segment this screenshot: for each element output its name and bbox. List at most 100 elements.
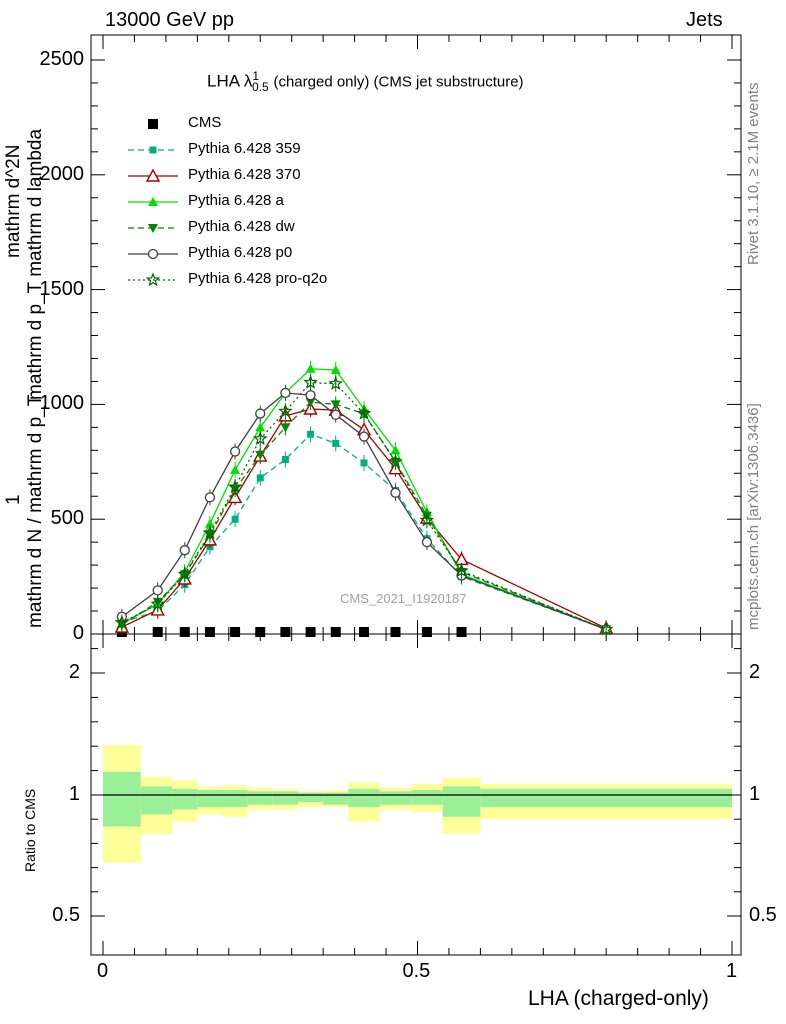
series-point-CMS xyxy=(255,627,266,637)
series-point-pq2o xyxy=(150,596,165,611)
series-CMS xyxy=(116,627,467,637)
series-point-pp0 xyxy=(229,446,241,457)
xtick-label: 0.5 xyxy=(402,960,431,982)
ratio-band-inner xyxy=(103,771,141,827)
ratio-ytick-label: 0.5 xyxy=(52,904,80,926)
header-left: 13000 GeV pp xyxy=(105,9,234,31)
ratio-band-inner xyxy=(140,786,173,815)
series-point-CMS xyxy=(359,627,370,637)
ratio-band-inner xyxy=(172,788,198,810)
series-point-pp0 xyxy=(358,431,370,442)
series-pq2o xyxy=(114,374,614,638)
series-point-pdw xyxy=(330,400,341,410)
legend-label-pdw: Pythia 6.428 dw xyxy=(188,218,295,235)
legend-marker-p370 xyxy=(145,168,161,182)
ylabel-numerator: 1 xyxy=(3,494,24,505)
ratio-ytick-label-right: 2 xyxy=(749,661,761,683)
series-point-pq2o xyxy=(356,405,372,420)
series-point-pq2o xyxy=(114,614,130,629)
series-point-CMS xyxy=(305,627,316,637)
series-point-p359 xyxy=(281,456,289,464)
ratio-ytick-label: 1 xyxy=(68,783,80,805)
series-point-pa xyxy=(390,445,401,455)
series-point-pq2o xyxy=(202,525,218,540)
ratio-band-inner xyxy=(272,791,298,805)
xtick-label: 1 xyxy=(726,960,738,982)
series-point-pq2o xyxy=(177,566,193,581)
series-point-pa xyxy=(204,518,215,528)
ratio-band-inner xyxy=(411,790,443,805)
main-ytick-label: 1500 xyxy=(39,277,85,300)
mcplots-label: mcplots.cern.ch [arXiv:1306.3436] xyxy=(745,403,762,630)
legend-marker-pq2o xyxy=(145,272,161,287)
series-point-p359 xyxy=(360,459,368,467)
legend-marker-p359 xyxy=(149,146,157,154)
xtick-label: 0 xyxy=(97,960,109,982)
series-line-p359 xyxy=(121,433,607,631)
legend-label-p370: Pythia 6.428 370 xyxy=(188,166,301,183)
series-line-pq2o xyxy=(121,381,607,631)
series-point-pp0 xyxy=(280,387,291,399)
series-point-pq2o xyxy=(598,621,614,636)
ratio-band-inner xyxy=(197,790,223,808)
series-point-pp0 xyxy=(330,409,341,420)
ratio-band-inner xyxy=(379,791,412,805)
series-point-pq2o xyxy=(388,454,403,469)
series-point-pq2o xyxy=(328,376,343,390)
series-line-pp0 xyxy=(121,392,607,631)
series-point-pp0 xyxy=(152,585,163,596)
series-point-pp0 xyxy=(305,390,316,401)
legend-label-pp0: Pythia 6.428 p0 xyxy=(188,244,293,261)
title-sup: 1 xyxy=(252,69,260,83)
ratio-ytick-label-right: 1 xyxy=(749,783,761,805)
chart-title: LHA λ10.5 (charged only) (CMS jet substr… xyxy=(207,69,524,94)
series-point-CMS xyxy=(152,627,163,637)
ratio-ytick-label-right: 0.5 xyxy=(749,904,777,926)
legend-marker-pa xyxy=(148,197,158,206)
series-point-pa xyxy=(330,364,341,374)
series-point-pq2o xyxy=(278,403,293,418)
rivet-label: Rivet 3.1.10, ≥ 2.1M events xyxy=(745,82,762,266)
series-point-CMS xyxy=(204,627,215,637)
legend-marker-CMS xyxy=(148,119,158,129)
series-point-pq2o xyxy=(454,563,469,578)
series-point-CMS xyxy=(280,627,291,637)
series-point-pp0 xyxy=(204,492,216,503)
series-point-pp0 xyxy=(179,545,190,556)
watermark: CMS_2021_I1920187 xyxy=(340,591,467,606)
ylabel-right-numerator: mathrm d^2N xyxy=(3,144,24,258)
series-point-pq2o xyxy=(303,374,318,389)
ratio-band-inner xyxy=(348,788,380,808)
series-point-pa xyxy=(230,464,241,474)
ratio-ytick-label: 2 xyxy=(68,661,80,683)
ratio-band-inner xyxy=(480,788,732,808)
ratio-band-inner xyxy=(297,792,324,803)
legend-label-pa: Pythia 6.428 a xyxy=(188,192,284,209)
legend-label-pq2o: Pythia 6.428 pro-q2o xyxy=(188,270,328,287)
main-ytick-label: 0 xyxy=(72,622,84,644)
legend-marker-pp0 xyxy=(147,248,159,260)
series-point-p359 xyxy=(332,439,340,447)
series-point-CMS xyxy=(330,627,341,637)
ratio-band-inner xyxy=(442,786,481,817)
title-rest: (charged only) (CMS jet substructure) xyxy=(273,73,524,91)
xlabel: LHA (charged-only) xyxy=(528,987,709,1010)
legend-marker-pdw xyxy=(148,224,158,233)
series-point-CMS xyxy=(390,627,401,637)
main-ytick-label: 2000 xyxy=(39,162,85,185)
series-point-pq2o xyxy=(252,431,268,446)
series-point-pa xyxy=(305,363,316,373)
main-ytick-label: 2500 xyxy=(39,48,85,70)
series-point-pp0 xyxy=(390,487,401,498)
series-line-pdw xyxy=(121,401,607,631)
ratio-band-inner xyxy=(247,791,273,805)
series-point-pp0 xyxy=(255,408,266,419)
series-point-p359 xyxy=(307,430,315,438)
series-point-pdw xyxy=(280,423,291,433)
series-point-CMS xyxy=(456,627,467,637)
header-right: Jets xyxy=(686,9,723,31)
series-point-CMS xyxy=(179,627,190,637)
main-ytick-label: 500 xyxy=(50,507,84,530)
series-point-CMS xyxy=(230,627,241,637)
